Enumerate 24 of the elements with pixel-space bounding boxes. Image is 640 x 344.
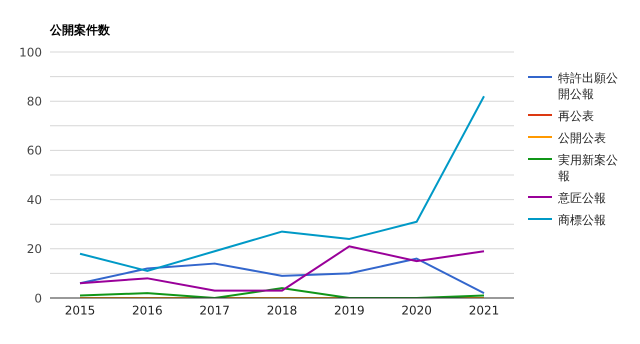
legend-label: 商標公報 (558, 212, 607, 228)
legend-label: 特許出願公開公報 (558, 70, 619, 102)
x-tick-label: 2017 (199, 304, 230, 318)
line-series (79, 258, 485, 294)
chart-title: 公開案件数 (48, 22, 111, 39)
legend-label: 公開公表 (558, 130, 607, 146)
x-tick-label: 2019 (334, 304, 365, 318)
legend-label: 再公表 (558, 108, 595, 124)
line-series (79, 95, 485, 272)
x-tick-label: 2015 (64, 304, 96, 318)
line-series (79, 245, 485, 292)
line-series (79, 287, 485, 298)
y-tick-label: 40 (26, 192, 42, 207)
legend-label: 実用新案公報 (558, 152, 619, 184)
legend-label: 意匠公報 (558, 190, 607, 206)
y-tick-label: 0 (34, 291, 42, 306)
x-tick-label: 2020 (401, 304, 432, 318)
x-tick-label: 2018 (266, 304, 298, 318)
x-tick-label: 2016 (132, 304, 163, 318)
y-tick-label: 60 (26, 144, 42, 158)
y-tick-label: 80 (26, 94, 42, 108)
y-tick-label: 20 (26, 242, 42, 256)
x-tick-label: 2021 (468, 304, 500, 318)
y-tick-label: 100 (19, 45, 42, 60)
